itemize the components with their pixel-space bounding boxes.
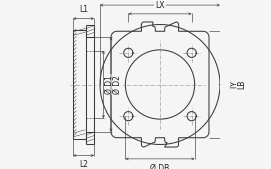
Text: Ø D1: Ø D1 <box>105 75 114 94</box>
Text: L2: L2 <box>79 160 88 169</box>
Text: LB: LB <box>237 80 246 89</box>
Text: L1: L1 <box>79 5 88 14</box>
Text: LX: LX <box>155 2 165 10</box>
Text: Ø DB: Ø DB <box>150 164 170 169</box>
Text: LY: LY <box>230 81 239 88</box>
Text: Ø D2: Ø D2 <box>113 75 122 94</box>
